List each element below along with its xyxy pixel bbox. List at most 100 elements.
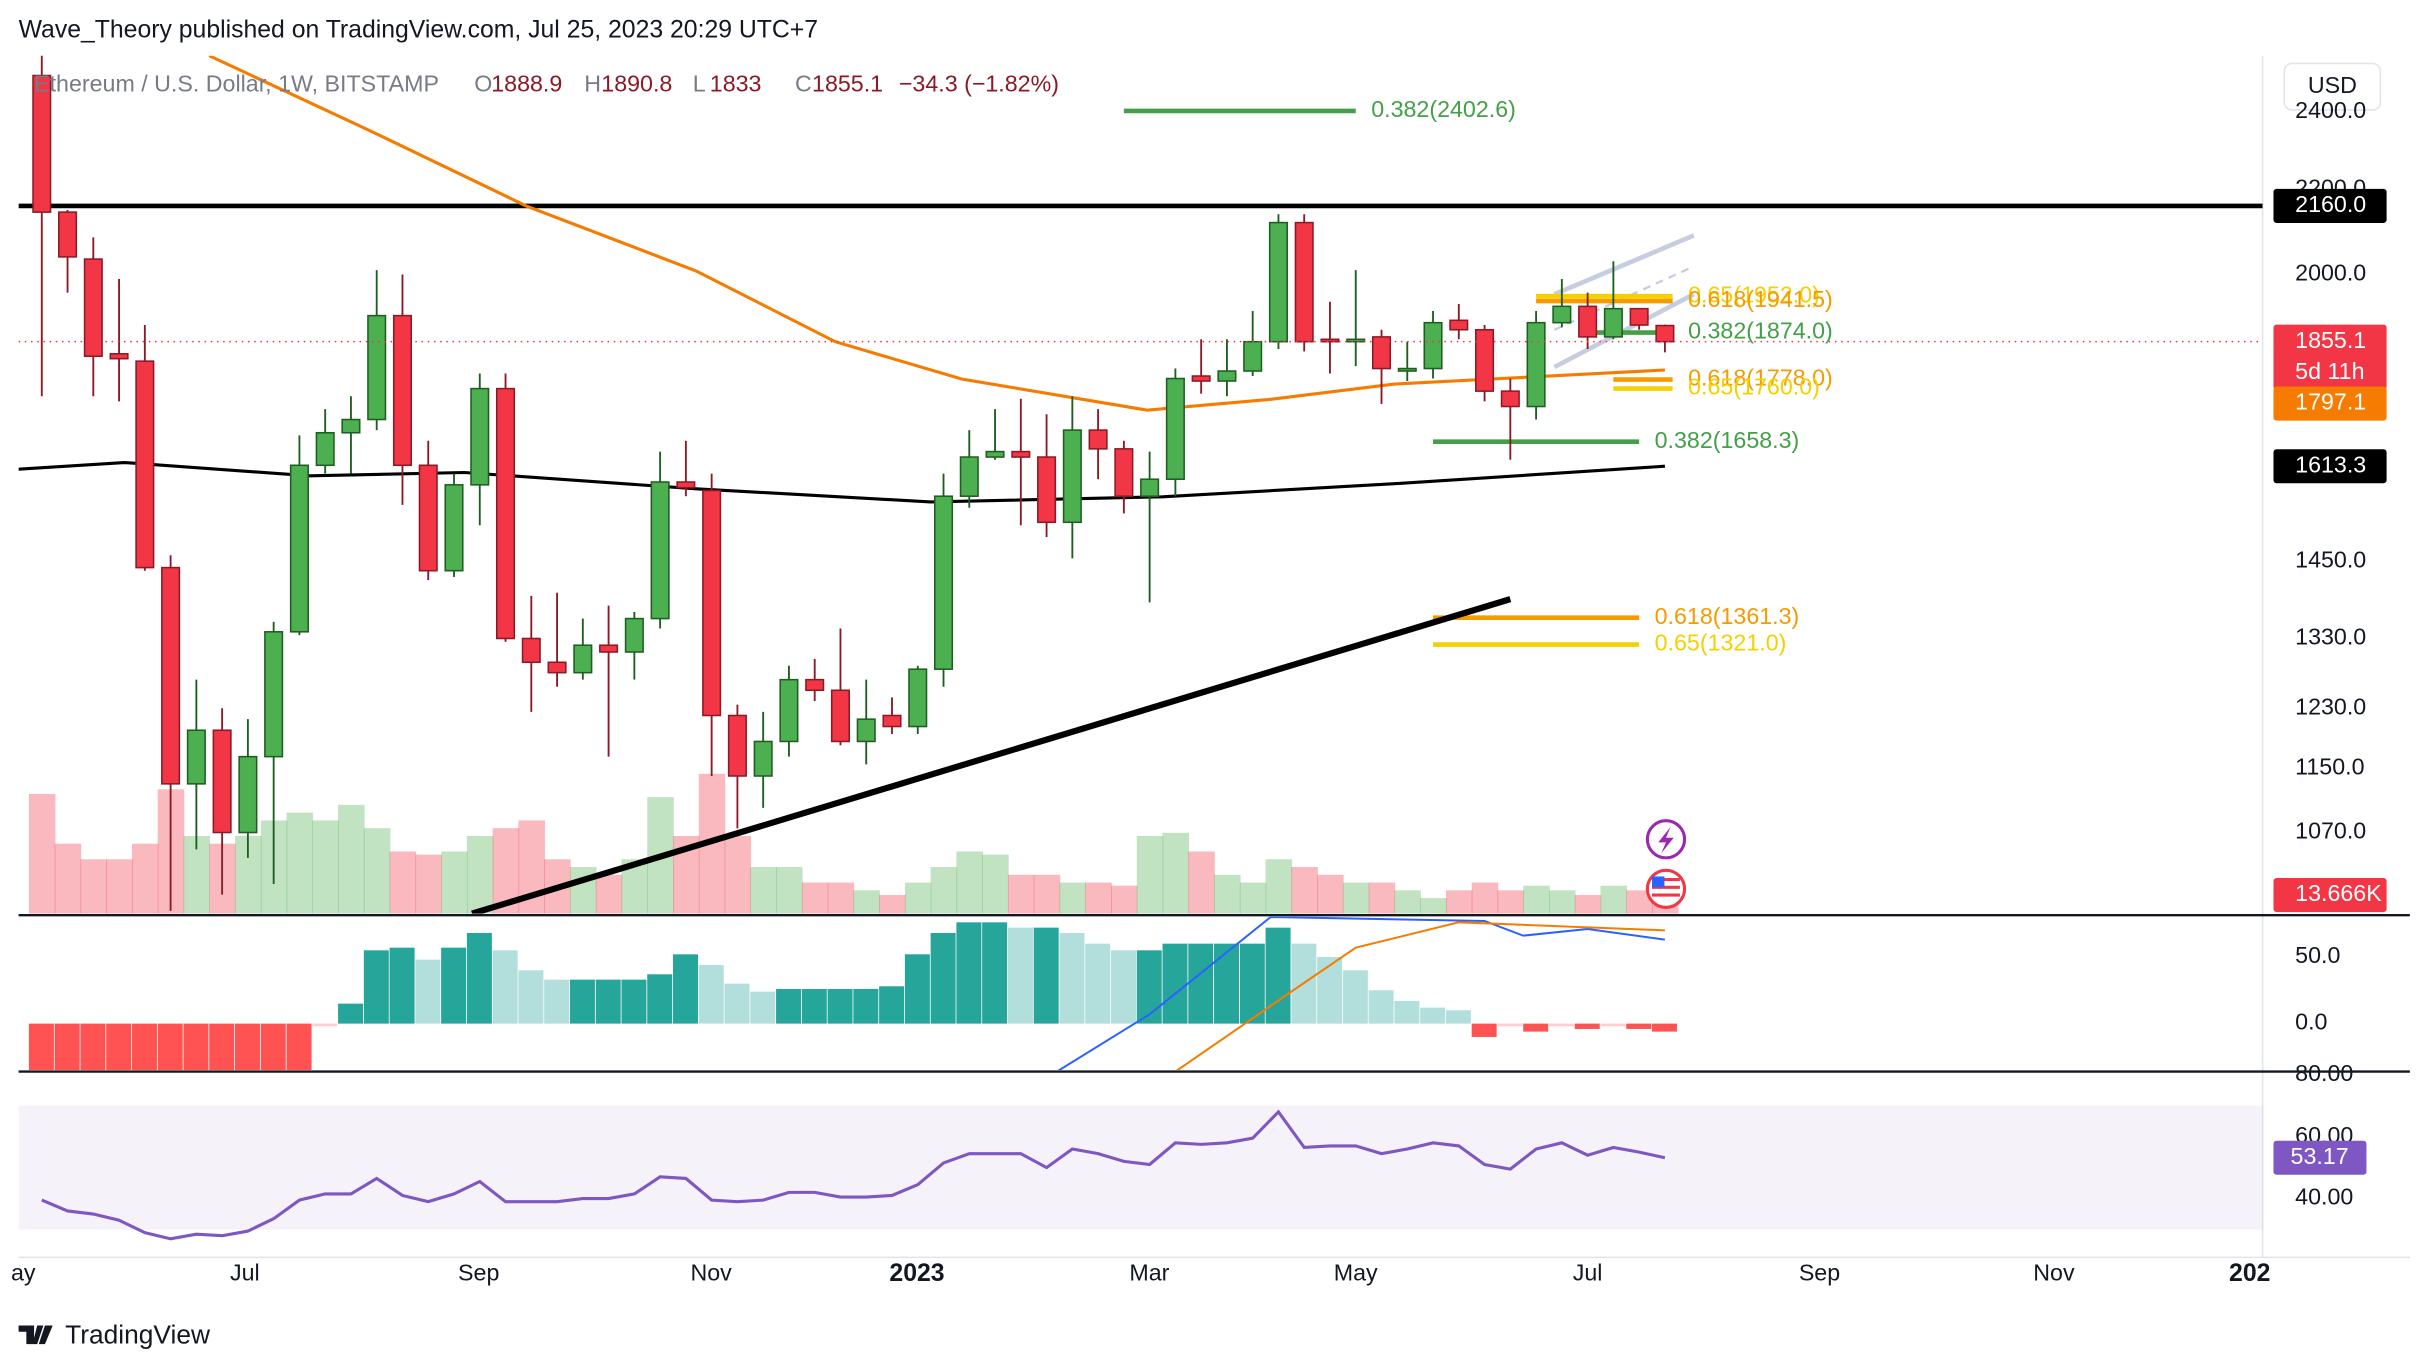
- volume-area: [1420, 898, 1447, 914]
- macd-histogram-bar: [1652, 1023, 1678, 1032]
- candle-body: [1397, 367, 1417, 372]
- macd-histogram-bar: [1085, 943, 1111, 1024]
- currency-button-box[interactable]: [2283, 62, 2382, 111]
- candle-body: [1243, 340, 1263, 372]
- volume-area: [106, 859, 133, 914]
- y-tick-label: 1150.0: [2295, 753, 2364, 779]
- macd-histogram-bar: [750, 991, 776, 1024]
- candle-body: [1655, 324, 1675, 343]
- candle-body: [418, 464, 438, 572]
- macd-histogram-bar: [801, 988, 827, 1024]
- volume-area: [415, 854, 442, 914]
- volume-area: [1317, 874, 1344, 914]
- macd-histogram-bar: [1523, 1023, 1549, 1032]
- candle-body: [1449, 319, 1469, 331]
- volume-area: [1342, 882, 1370, 914]
- indicator-icon-flag[interactable]: [1645, 868, 1687, 909]
- macd-histogram-bar: [518, 970, 544, 1024]
- hline-price-label-box: [2273, 188, 2387, 223]
- fib-label: 0.65(1760.0): [1688, 374, 1820, 400]
- volume-area: [930, 867, 958, 914]
- fib-label: 0.65(1952.0): [1688, 281, 1820, 307]
- macd-histogram-bar: [1162, 943, 1188, 1024]
- publisher-line: Wave_Theory published on TradingView.com…: [19, 17, 818, 44]
- volume-area: [1368, 882, 1396, 914]
- macd-pane: [28, 916, 1678, 1071]
- volume-area: [1497, 890, 1524, 914]
- candle-body: [624, 617, 644, 653]
- macd-histogram-bar: [286, 1023, 312, 1071]
- rsi-band: [18, 1105, 2263, 1230]
- candle-body: [1320, 338, 1340, 343]
- candle-body: [650, 481, 670, 620]
- fib-label: 0.65(1321.0): [1655, 630, 1787, 656]
- volume-area: [131, 843, 159, 914]
- macd-histogram-bar: [492, 950, 518, 1024]
- candle-body: [676, 481, 696, 489]
- volume-area: [1600, 885, 1628, 914]
- candle-body: [367, 314, 387, 421]
- macd-histogram-bar: [1136, 950, 1162, 1024]
- ohlc-letter: C: [795, 70, 812, 96]
- x-tick-label: 202: [2229, 1260, 2270, 1287]
- macd-histogram-bar: [235, 1023, 261, 1071]
- candle-body: [1140, 478, 1160, 497]
- volume-area: [1265, 859, 1293, 914]
- fib-label: 0.618(1778.0): [1688, 365, 1833, 391]
- ohlc-letter: O: [474, 70, 492, 96]
- macd-histogram-bar: [1033, 927, 1059, 1024]
- candle-body: [599, 644, 619, 653]
- macd-histogram-bar: [595, 979, 621, 1024]
- channel-line: [1553, 233, 1695, 297]
- x-tick-label: Nov: [690, 1260, 732, 1286]
- x-tick-label: Mar: [1129, 1260, 1169, 1286]
- volume-area: [54, 843, 82, 914]
- x-tick-label: Sep: [458, 1260, 499, 1286]
- macd-histogram-bar: [1265, 927, 1291, 1024]
- x-tick-label: 2023: [889, 1260, 944, 1287]
- macd-histogram-bar: [621, 979, 647, 1024]
- volume-area: [312, 820, 339, 914]
- candle-body: [1062, 429, 1082, 524]
- ohlc-letter: L: [693, 70, 706, 96]
- volume-area: [1471, 882, 1499, 914]
- ohlc-value: 1888.9: [491, 70, 562, 96]
- brand-name[interactable]: TradingView: [65, 1319, 211, 1349]
- candle-body: [882, 714, 902, 728]
- candle-body: [1578, 305, 1598, 338]
- main-pane: 0.382(2402.6) 0.65(1952.0)0.618(1941.5) 0.…: [18, 55, 2263, 914]
- brand-icon[interactable]: [18, 1325, 53, 1345]
- indicator-icon-lightning[interactable]: [1645, 819, 1687, 860]
- hline-price-label: 2160.0: [2295, 191, 2366, 217]
- candle-body: [1423, 321, 1443, 370]
- rsi-label-box: [2273, 1140, 2367, 1175]
- candle-body: [547, 661, 567, 674]
- icon-stripe: [1652, 878, 1680, 882]
- volume-area: [1136, 835, 1164, 914]
- brand-logo[interactable]: TradingView: [18, 1319, 211, 1349]
- macd-histogram-bar: [879, 986, 905, 1024]
- candle-body: [161, 566, 181, 785]
- macd-histogram-bar: [956, 922, 982, 1024]
- currency-button[interactable]: USD: [2283, 62, 2382, 111]
- x-tick-label: Jul: [230, 1260, 260, 1286]
- macd-histogram-bar: [698, 964, 724, 1024]
- ma-price-label-box: [2273, 386, 2387, 421]
- macd-histogram-bar: [776, 988, 802, 1024]
- candle-body: [753, 740, 773, 777]
- macd-histogram-bar: [131, 1023, 157, 1071]
- volume-area: [338, 804, 365, 914]
- ohlc-value: 1890.8: [601, 70, 672, 96]
- volume-area: [80, 859, 107, 914]
- macd-histogram-bar: [1368, 990, 1394, 1024]
- y-tick-label: 2400.0: [2295, 97, 2366, 123]
- volume-area: [904, 882, 932, 914]
- macd-histogram-bar: [183, 1023, 209, 1071]
- volume-area: [1033, 874, 1061, 914]
- macd-histogram-bar: [827, 988, 853, 1024]
- macd-histogram-bar: [28, 1023, 54, 1071]
- volume-area: [1574, 894, 1602, 914]
- icon-lightning[interactable]: [1658, 826, 1674, 854]
- macd-histogram-bar: [1420, 1007, 1446, 1024]
- currency-label[interactable]: USD: [2308, 72, 2357, 98]
